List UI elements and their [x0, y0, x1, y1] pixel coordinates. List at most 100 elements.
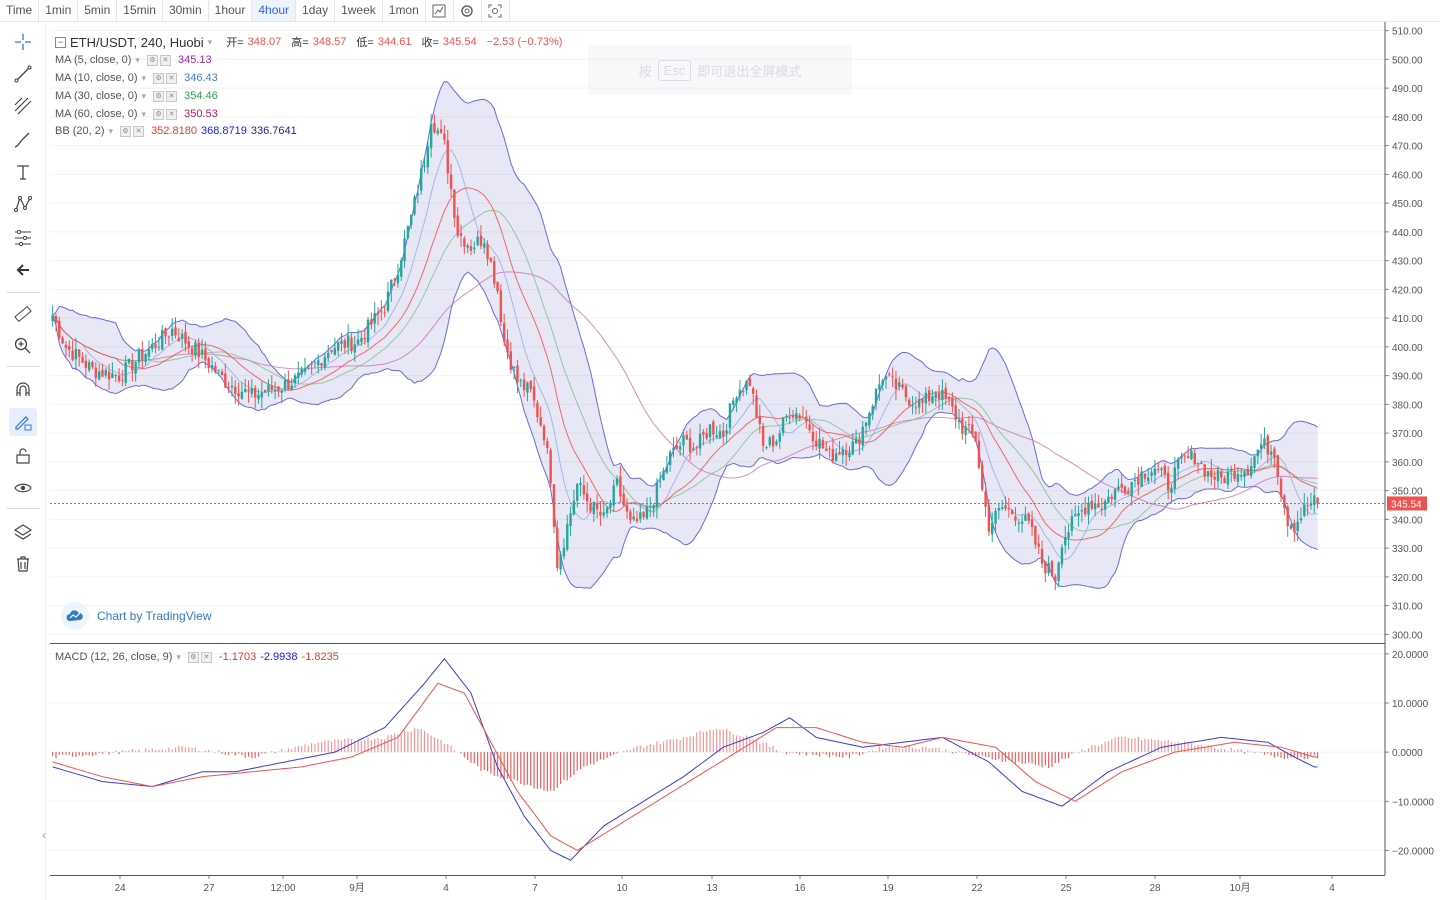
settings-icon[interactable]: ⚙	[153, 108, 165, 120]
candle-body	[1190, 450, 1193, 460]
lock-icon[interactable]	[9, 442, 37, 470]
back-arrow-icon[interactable]	[9, 256, 37, 284]
candle-body	[512, 366, 516, 368]
candle-body	[1230, 469, 1233, 471]
close-icon[interactable]: ✕	[166, 90, 178, 102]
pattern-icon[interactable]	[9, 190, 37, 218]
esc-key: Esc	[657, 59, 692, 81]
candle-body	[868, 412, 871, 426]
candle-body	[1203, 464, 1206, 477]
eye-icon[interactable]	[9, 474, 37, 502]
text-icon[interactable]	[9, 158, 37, 186]
chevron-down-icon[interactable]: ▾	[141, 90, 147, 101]
candle-body	[97, 371, 101, 380]
time-tick-label: 28	[1149, 883, 1161, 894]
crosshair-icon[interactable]	[9, 28, 37, 56]
candle-body	[844, 450, 848, 455]
candle-body	[675, 445, 679, 449]
candle-body	[536, 402, 539, 418]
layers-icon[interactable]	[9, 518, 37, 546]
close-icon[interactable]: ✕	[200, 651, 212, 663]
settings-icon[interactable]: ⚙	[146, 54, 158, 66]
chevron-down-icon[interactable]: ▾	[108, 125, 114, 136]
candle-body	[1163, 465, 1167, 475]
candle-body	[652, 505, 655, 509]
chart-grid	[50, 30, 1385, 851]
chart-type-icon[interactable]	[426, 0, 454, 21]
chevron-down-icon[interactable]: ▾	[141, 72, 147, 83]
candle-body	[327, 352, 330, 359]
interval-1hour[interactable]: 1hour	[209, 0, 253, 21]
candle-body	[376, 312, 380, 314]
candle-body	[991, 522, 994, 535]
interval-1mon[interactable]: 1mon	[383, 0, 426, 21]
interval-5min[interactable]: 5min	[78, 0, 118, 21]
candle-body	[605, 507, 609, 514]
settings-icon[interactable]	[454, 0, 482, 21]
candle-body	[861, 426, 864, 446]
fib-icon[interactable]	[9, 92, 37, 120]
candle-body	[828, 448, 831, 450]
interval-1day[interactable]: 1day	[296, 0, 336, 21]
candle-body	[745, 380, 748, 391]
price-tick-label: 470.00	[1392, 142, 1423, 153]
settings-icon[interactable]: ⚙	[187, 651, 199, 663]
zoom-in-icon[interactable]	[9, 332, 37, 360]
settings-icon[interactable]: ⚙	[120, 125, 132, 137]
interval-4hour[interactable]: 4hour	[252, 0, 297, 21]
close-icon[interactable]: ✕	[159, 54, 171, 66]
macd-signal-line	[52, 682, 1318, 851]
candle-body	[705, 433, 708, 439]
collapse-icon[interactable]: −	[55, 36, 66, 48]
ruler-icon[interactable]	[9, 300, 37, 328]
lock-drawing-icon[interactable]	[9, 408, 37, 436]
settings-icon[interactable]: ⚙	[153, 72, 165, 84]
forecast-icon[interactable]	[9, 224, 37, 252]
chevron-down-icon[interactable]: ▾	[141, 108, 147, 119]
candle-body	[1067, 532, 1070, 539]
candle-body	[778, 433, 781, 442]
chevron-down-icon[interactable]: ▾	[207, 36, 213, 47]
screenshot-icon[interactable]	[482, 0, 510, 21]
interval-toolbar: Time 1min 5min 15min 30min 1hour 4hour 1…	[0, 0, 1440, 22]
close-icon[interactable]: ✕	[166, 72, 178, 84]
settings-icon[interactable]: ⚙	[153, 90, 165, 102]
candle-body	[937, 393, 941, 400]
trend-line-icon[interactable]	[9, 60, 37, 88]
brush-icon[interactable]	[9, 126, 37, 154]
magnet-icon[interactable]	[9, 376, 37, 404]
candle-body	[917, 399, 921, 408]
chevron-down-icon[interactable]: ▾	[135, 54, 140, 65]
candle-body	[479, 235, 483, 247]
close-icon[interactable]: ✕	[166, 108, 178, 120]
chevron-down-icon[interactable]: ▾	[176, 651, 181, 662]
tradingview-watermark[interactable]: Chart by TradingView	[61, 602, 212, 630]
candle-body	[698, 434, 702, 449]
drawing-toolbar	[0, 22, 46, 900]
interval-15min[interactable]: 15min	[117, 0, 163, 21]
candle-body	[808, 424, 811, 431]
interval-1week[interactable]: 1week	[335, 0, 383, 21]
interval-time[interactable]: Time	[0, 0, 40, 21]
candle-body	[170, 328, 174, 336]
candle-body	[629, 511, 632, 521]
chevron-left-icon[interactable]: ‹	[42, 828, 46, 842]
candle-body	[1020, 521, 1024, 524]
candle-body	[1050, 561, 1054, 576]
close-icon[interactable]: ✕	[133, 125, 145, 137]
candle-body	[619, 476, 622, 497]
candle-body	[1196, 462, 1200, 464]
candle-body	[795, 413, 798, 420]
bollinger-band	[52, 80, 1318, 589]
interval-30min[interactable]: 30min	[163, 0, 209, 21]
candle-body	[78, 349, 81, 357]
candle-body	[765, 447, 768, 449]
candle-body	[951, 397, 954, 407]
candle-body	[210, 365, 214, 369]
interval-1min[interactable]: 1min	[39, 0, 79, 21]
candle-body	[732, 400, 735, 405]
candle-body	[825, 448, 828, 451]
trash-icon[interactable]	[9, 550, 37, 578]
candle-body	[894, 378, 898, 390]
